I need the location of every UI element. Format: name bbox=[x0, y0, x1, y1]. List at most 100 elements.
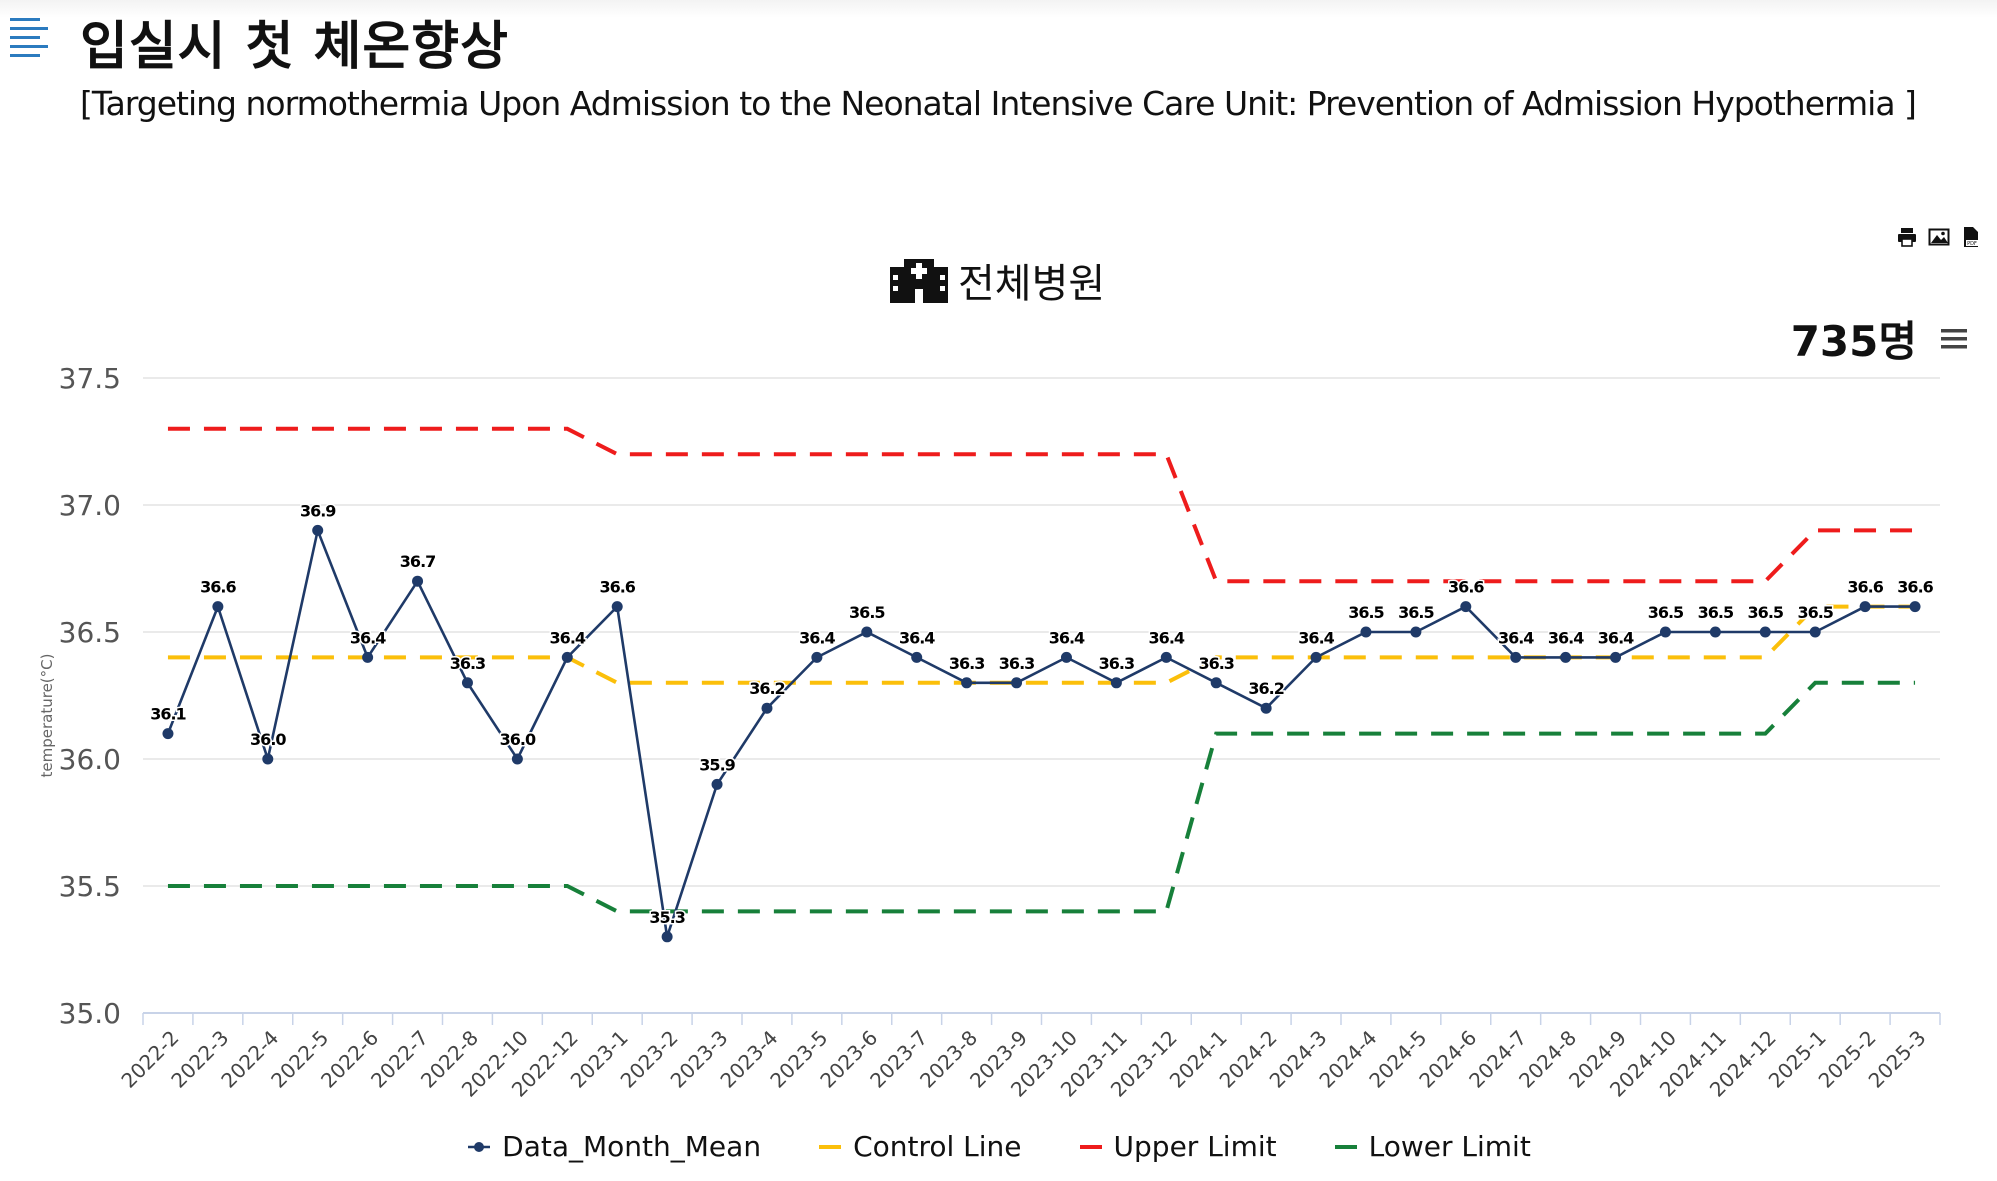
data-point bbox=[461, 677, 473, 689]
data-point bbox=[911, 651, 923, 663]
data-label: 36.5 bbox=[1648, 603, 1684, 622]
legend-label: Data_Month_Mean bbox=[502, 1130, 762, 1163]
hamburger-icon[interactable] bbox=[1939, 326, 1969, 352]
data-label: 36.4 bbox=[1049, 628, 1085, 647]
chart-title-text: 전체병원 bbox=[958, 261, 1106, 307]
data-point bbox=[312, 524, 324, 536]
data-label: 36.4 bbox=[1548, 628, 1584, 647]
data-point bbox=[861, 626, 873, 638]
series-line-control-line bbox=[167, 604, 1916, 685]
legend-swatch bbox=[468, 1141, 491, 1152]
data-label: 36.4 bbox=[1298, 628, 1334, 647]
data-point bbox=[1260, 702, 1272, 714]
data-label: 35.3 bbox=[649, 908, 684, 927]
data-point bbox=[661, 931, 673, 943]
data-point bbox=[1460, 601, 1472, 613]
data-label: 36.5 bbox=[1698, 603, 1734, 622]
data-point bbox=[362, 651, 374, 663]
data-label: 36.6 bbox=[599, 578, 635, 597]
data-point bbox=[1110, 677, 1122, 689]
pdf-icon[interactable]: PDF bbox=[1960, 226, 1982, 248]
data-label: 36.6 bbox=[1897, 578, 1933, 597]
data-label: 36.0 bbox=[500, 730, 536, 749]
data-label: 35.9 bbox=[699, 755, 735, 774]
y-tick-label: 35.0 bbox=[59, 997, 121, 1030]
data-label: 36.5 bbox=[849, 603, 885, 622]
data-label: 36.4 bbox=[1598, 628, 1634, 647]
top-bar bbox=[0, 0, 1997, 18]
data-label: 36.4 bbox=[1149, 628, 1185, 647]
data-label: 36.3 bbox=[1198, 654, 1233, 673]
data-point bbox=[1560, 651, 1572, 663]
y-tick-label: 37.0 bbox=[59, 489, 121, 522]
line-chart: 35.035.536.036.537.037.5temperature(°C)2… bbox=[38, 362, 1941, 1102]
data-label: 36.6 bbox=[1847, 578, 1883, 597]
data-point bbox=[561, 651, 573, 663]
y-tick-label: 36.0 bbox=[59, 743, 121, 776]
data-point bbox=[1610, 651, 1622, 663]
export-toolbar: PDF bbox=[1896, 226, 1986, 250]
legend-item[interactable]: Upper Limit bbox=[1078, 1130, 1277, 1163]
data-point bbox=[1809, 626, 1821, 638]
y-tick-label: 37.5 bbox=[59, 362, 121, 395]
data-point bbox=[412, 575, 424, 587]
data-label: 36.7 bbox=[400, 552, 435, 571]
legend-swatch bbox=[1334, 1144, 1357, 1149]
svg-text:PDF: PDF bbox=[1967, 241, 1977, 247]
legend-item[interactable]: Control Line bbox=[817, 1130, 1022, 1163]
data-point bbox=[1060, 651, 1072, 663]
data-label: 36.9 bbox=[300, 501, 336, 520]
chart-legend: Data_Month_Mean Control Line Upper Limit Lo… bbox=[0, 1130, 1997, 1163]
data-point bbox=[1859, 601, 1871, 613]
data-label: 36.6 bbox=[1448, 578, 1484, 597]
data-point bbox=[212, 601, 224, 613]
hamburger-icon[interactable] bbox=[10, 14, 52, 58]
data-point bbox=[162, 728, 174, 740]
data-label: 36.4 bbox=[799, 628, 835, 647]
data-point bbox=[1759, 626, 1771, 638]
legend-item[interactable]: Lower Limit bbox=[1333, 1130, 1531, 1163]
hospital-icon bbox=[890, 259, 948, 303]
patient-count: 735명 bbox=[1790, 317, 1917, 366]
data-label: 36.3 bbox=[949, 654, 984, 673]
data-label: 36.4 bbox=[899, 628, 935, 647]
data-label: 36.4 bbox=[350, 628, 386, 647]
print-icon[interactable] bbox=[1896, 226, 1918, 248]
data-point bbox=[761, 702, 773, 714]
data-label: 36.2 bbox=[749, 679, 784, 698]
data-label: 36.2 bbox=[1248, 679, 1283, 698]
data-label: 36.6 bbox=[200, 578, 236, 597]
data-point bbox=[1160, 651, 1172, 663]
chart-title: 전체병원 bbox=[890, 250, 1105, 310]
series-line-upper-limit bbox=[167, 426, 1916, 584]
data-point bbox=[611, 601, 623, 613]
data-point bbox=[1210, 677, 1222, 689]
data-point bbox=[1310, 651, 1322, 663]
data-point bbox=[1659, 626, 1671, 638]
data-label: 36.1 bbox=[150, 705, 186, 724]
data-label: 36.5 bbox=[1398, 603, 1434, 622]
data-point bbox=[1909, 601, 1921, 613]
data-label: 36.4 bbox=[550, 628, 586, 647]
data-point bbox=[511, 753, 523, 765]
data-point bbox=[711, 778, 723, 790]
data-label: 36.3 bbox=[999, 654, 1034, 673]
page-title: 입실시 첫 체온향상 bbox=[80, 17, 509, 77]
image-icon[interactable] bbox=[1928, 226, 1950, 248]
legend-item[interactable]: Data_Month_Mean bbox=[466, 1130, 761, 1163]
data-point bbox=[1360, 626, 1372, 638]
page-subtitle: [Targeting normothermia Upon Admission t… bbox=[80, 84, 1917, 123]
data-point bbox=[1510, 651, 1522, 663]
data-point bbox=[811, 651, 823, 663]
legend-label: Upper Limit bbox=[1113, 1130, 1277, 1163]
data-label: 36.5 bbox=[1748, 603, 1784, 622]
data-label: 36.3 bbox=[1099, 654, 1134, 673]
data-point bbox=[1709, 626, 1721, 638]
data-label: 36.0 bbox=[250, 730, 286, 749]
data-point bbox=[1011, 677, 1023, 689]
data-point bbox=[961, 677, 973, 689]
legend-swatch bbox=[1079, 1144, 1102, 1149]
series-line-data-month-mean bbox=[166, 525, 1916, 938]
data-label: 36.3 bbox=[450, 654, 485, 673]
y-axis-label: temperature(°C) bbox=[38, 654, 56, 778]
